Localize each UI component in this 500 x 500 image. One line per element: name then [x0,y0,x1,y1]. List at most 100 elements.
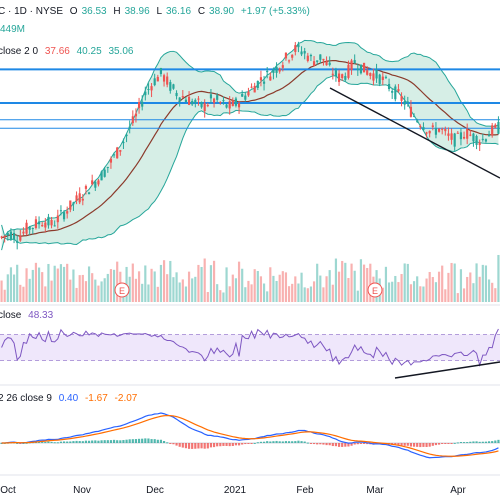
volume-bar [256,271,259,302]
macd-histogram-bar [491,441,494,443]
macd-histogram-bar [450,443,453,444]
macd-histogram-bar [422,443,425,447]
candle-body [347,64,350,78]
candle-body [381,76,384,81]
macd-value: 0.40 [58,393,79,404]
macd-histogram-bar [244,443,247,445]
candle-body [187,96,191,105]
candle-body [181,96,184,98]
volume-bar [431,277,434,302]
macd-histogram-bar [141,438,144,443]
macd-histogram-bar [47,441,50,443]
volume-bar [187,271,191,302]
volume-bar [397,282,400,302]
candle-body [184,99,188,103]
candle-body [25,222,28,234]
volume-bar [478,276,481,302]
candle-body [369,73,372,77]
candle-body [422,126,425,131]
macd-histogram-bar [37,441,41,443]
macd-histogram-bar [137,438,141,443]
candle-body [44,222,47,228]
candle-body [478,142,481,145]
price-trend-line [329,87,500,179]
macd-histogram-bar [241,443,244,445]
macd-histogram-bar [497,439,500,443]
volume-bar [253,269,256,302]
macd-histogram-bar [125,439,128,443]
volume-bar [422,286,425,302]
volume-bar [403,263,406,302]
candle-body [247,91,250,96]
macd-histogram-bar [394,443,397,445]
earnings-marker-1 [367,282,383,298]
volume-bar [334,258,338,302]
x-axis-tick-label: Apr [450,485,466,496]
candle-body [491,125,494,135]
volume-bar [284,272,288,302]
macd-histogram-bar [109,440,113,443]
volume-bar [450,262,453,302]
candle-body [487,134,491,137]
candle-body [122,142,125,144]
candle-body [134,113,138,117]
macd-histogram-bar [316,443,319,445]
candle-body [366,70,369,75]
volume-bar [203,258,206,302]
macd-histogram-bar [178,443,181,447]
volume-bar [344,262,347,302]
candle-body [266,70,269,73]
macd-histogram-bar [425,443,428,447]
candle-body [425,132,428,134]
volume-bar [166,274,169,302]
volume-bar [228,286,231,302]
volume-bar [337,271,341,302]
candle-body [103,169,106,177]
volume-bar [384,266,388,302]
macd-histogram-bar [256,442,259,444]
candle-body [75,195,78,201]
macd-histogram-bar [325,443,328,446]
volume-bar [209,265,213,302]
macd-histogram-bar [94,440,97,443]
volume-bar [147,284,150,302]
candle-body [197,98,200,100]
bb-header: close 2 0 37.66 40.25 35.06 [0,46,137,57]
volume-bar [59,264,63,302]
macd-histogram-bar [172,443,175,445]
volume-bar [331,284,334,302]
candle-body [53,225,56,227]
volume-bar [459,269,463,302]
volume-bar [25,268,28,302]
volume-bar [162,260,166,302]
candle-body [472,133,475,142]
macd-histogram-bar [66,441,69,443]
volume-bar [22,286,25,302]
macd-histogram-bar [334,443,338,447]
macd-histogram-bar [53,442,56,444]
macd-histogram-bar [44,442,47,444]
macd-histogram-bar [400,443,403,446]
volume-bar [53,265,56,302]
volume-bar [462,288,466,302]
candle-body [262,81,266,84]
macd-histogram-bar [181,443,184,448]
candle-body [259,77,263,81]
volume-bar [281,271,284,302]
candle-body [322,58,325,61]
macd-histogram-bar [291,441,294,443]
macd-histogram-bar [228,443,231,447]
macd-histogram-bar [284,441,288,443]
candle-body [441,128,444,130]
macd-histogram-bar [328,443,331,446]
rsi-trend-line [394,361,500,379]
x-axis-tick-label: Dec [146,485,164,496]
macd-line [1,412,499,459]
volume-bar [106,273,109,302]
candle-body [172,84,175,89]
volume-bar [97,285,100,302]
volume-bar [91,273,94,302]
candle-body [144,91,147,96]
